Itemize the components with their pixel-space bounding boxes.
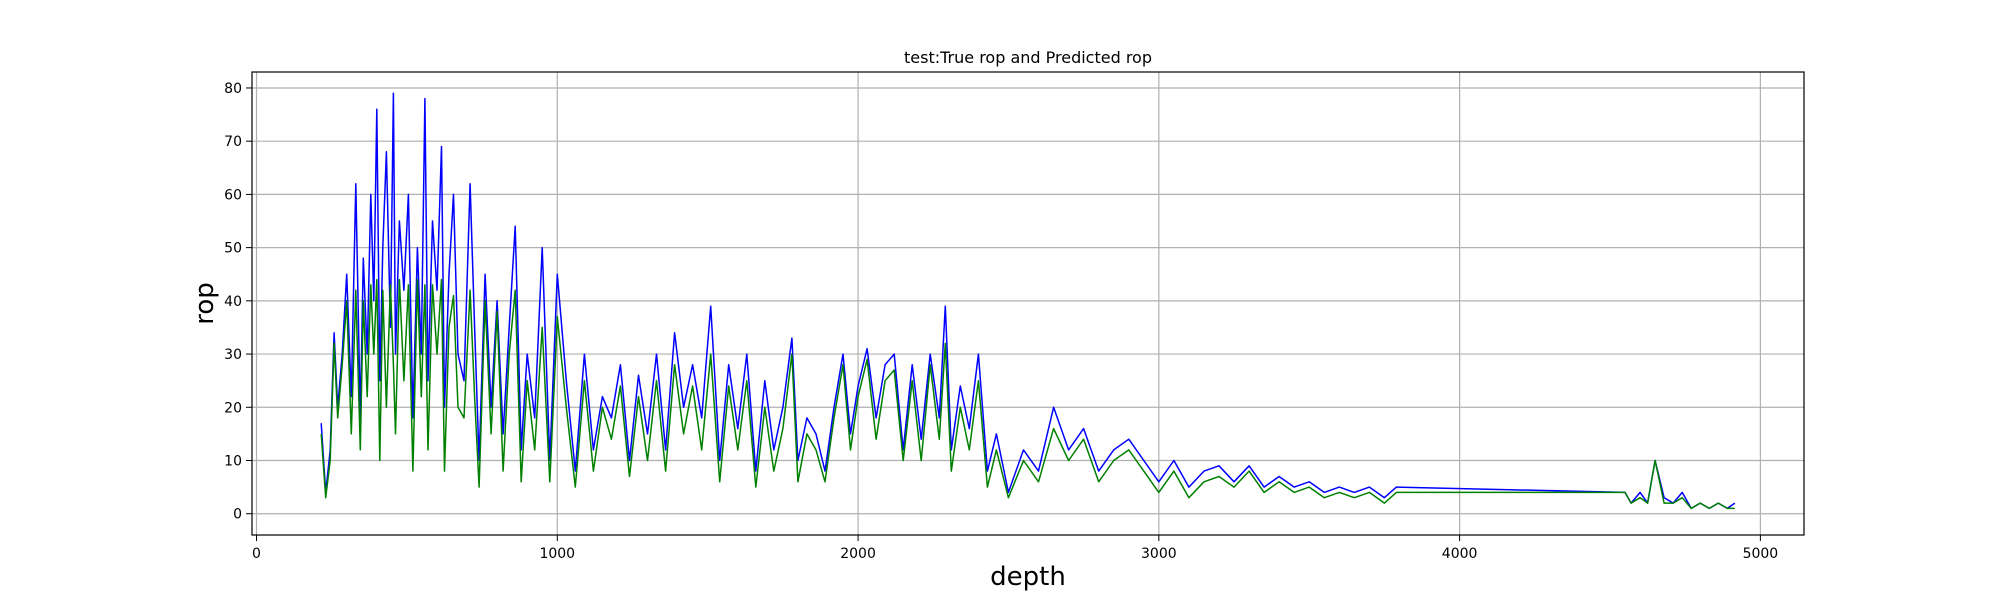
y-tick-label: 30 <box>224 347 242 363</box>
x-tick-label: 0 <box>252 546 261 562</box>
y-tick-label: 20 <box>224 400 242 416</box>
series-line-true-rop <box>320 92 1736 510</box>
y-tick-label: 70 <box>224 134 242 150</box>
x-axis-label: depth <box>990 562 1066 592</box>
y-tick-label: 80 <box>224 81 242 97</box>
y-tick-label: 40 <box>224 294 242 310</box>
x-tick-label: 2000 <box>840 546 876 562</box>
chart-title: test:True rop and Predicted rop <box>904 48 1152 67</box>
y-tick-label: 0 <box>233 507 242 523</box>
y-tick-label: 50 <box>224 241 242 257</box>
x-tick-label: 4000 <box>1442 546 1478 562</box>
x-tick-label: 1000 <box>539 546 575 562</box>
x-tick-label: 3000 <box>1141 546 1177 562</box>
y-tick-label: 60 <box>224 187 242 203</box>
y-tick-label: 10 <box>224 453 242 469</box>
plot-frame <box>251 71 1805 536</box>
series-line-predicted-rop <box>320 278 1735 510</box>
x-tick-label: 5000 <box>1743 546 1779 562</box>
y-axis-label: rop <box>190 282 220 325</box>
series-layer <box>320 92 1736 510</box>
ticks: 0 1000 2000 3000 4000 5000 0 10 20 30 40 50 60 70 80 <box>224 81 1778 562</box>
